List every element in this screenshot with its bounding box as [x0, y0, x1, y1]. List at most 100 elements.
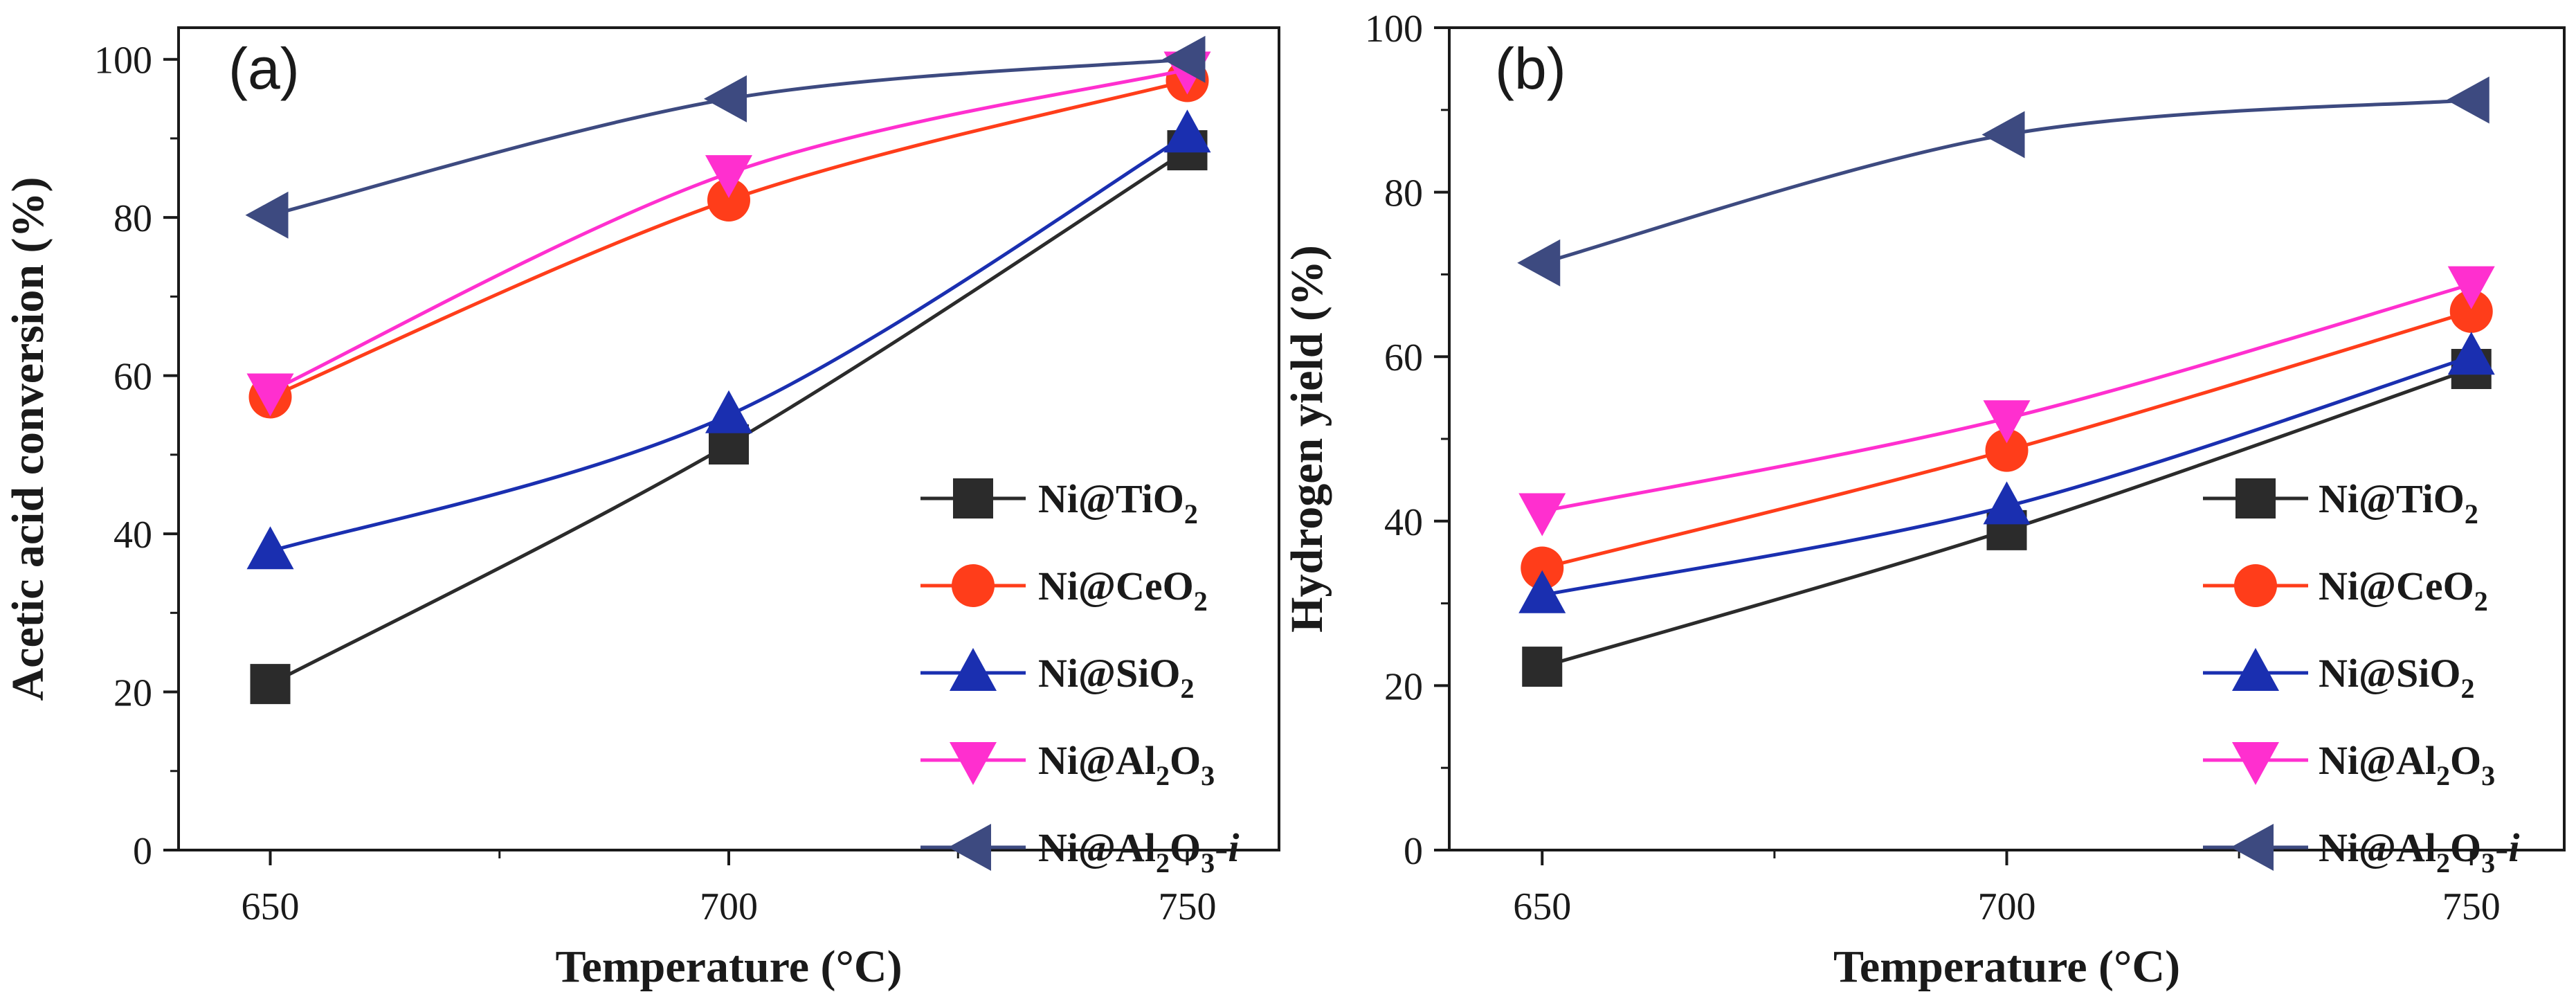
legend-marker-al	[950, 742, 997, 785]
data-point-ali-750	[1162, 35, 1206, 83]
data-point-ce-750	[2449, 289, 2493, 333]
legend-italic-suffix: i	[1228, 825, 1239, 870]
legend-marker-si	[950, 648, 997, 691]
series-ce	[248, 59, 1209, 419]
data-point-si-700	[705, 390, 752, 433]
legend-label-ti: Ni@TiO2	[2319, 476, 2478, 530]
panel-label: (b)	[1495, 36, 1566, 101]
series-ce	[1521, 289, 2493, 590]
legend-marker-ali	[948, 824, 991, 871]
legend-marker-si	[2232, 648, 2279, 691]
legend-item-si: Ni@SiO2	[2203, 648, 2474, 704]
series-al	[1518, 266, 2495, 536]
legend-subscript: 2	[2465, 498, 2478, 530]
data-point-ce-700	[707, 179, 750, 222]
series-ali	[245, 35, 1206, 239]
data-point-ali-750	[2446, 76, 2489, 124]
legend-item-ti: Ni@TiO2	[920, 476, 1198, 530]
legend-label-ce: Ni@CeO2	[2319, 563, 2488, 617]
legend-item-ti: Ni@TiO2	[2203, 476, 2478, 530]
y-tick-label: 60	[114, 356, 152, 399]
data-point-si-750	[2447, 332, 2495, 375]
legend-marker-ali	[2231, 824, 2274, 871]
legend-subscript: 2	[2474, 586, 2488, 617]
legend-item-al: Ni@Al2O3	[2203, 738, 2495, 791]
y-tick-label: 80	[114, 197, 152, 240]
y-tick-label: 20	[114, 672, 152, 715]
legend-item-ali: Ni@Al2O3-i	[920, 824, 1240, 878]
panel-label: (a)	[228, 36, 300, 101]
data-point-ce-650	[1521, 546, 1564, 590]
legend-marker-ce	[952, 564, 995, 607]
x-tick-label: 650	[1513, 885, 1571, 928]
legend-subscript: 2	[1194, 586, 1208, 617]
y-tick-label: 80	[1384, 172, 1423, 215]
legend-marker-ce	[2234, 564, 2277, 607]
legend-subscript: 2	[1156, 760, 1170, 791]
legend-subscript: 3	[2481, 760, 2495, 791]
data-point-ali-700	[1981, 111, 2025, 159]
chart-panel-b: 650 700 750 0 20 40 60 80 100 Temperature (°C) Hyd…	[1282, 8, 2566, 992]
legend-item-al: Ni@Al2O3	[920, 738, 1215, 791]
data-point-al-750	[2447, 266, 2495, 309]
data-point-si-650	[246, 526, 294, 570]
series-si	[1518, 332, 2495, 613]
x-tick-label: 750	[2442, 885, 2501, 928]
series-ali	[1517, 76, 2489, 287]
legend-text-part: -	[1215, 825, 1228, 870]
legend-label-si: Ni@SiO2	[2319, 651, 2474, 704]
y-tick-label: 100	[94, 39, 152, 82]
legend-label-ti: Ni@TiO2	[1038, 476, 1198, 530]
data-point-al-700	[705, 155, 752, 199]
data-point-si-750	[1163, 109, 1211, 153]
legend-item-ce: Ni@CeO2	[2203, 563, 2488, 617]
legend-text-part: O	[2450, 825, 2481, 870]
y-axis-title: Acetic acid conversion (%)	[3, 177, 53, 701]
series-line-al	[269, 68, 1188, 393]
series-si	[246, 109, 1211, 570]
legend-text-part: Ni@SiO	[2319, 651, 2460, 696]
chart-panel-a: 650 700 750 0 20 40 60 80 100 Temperature (°C) Ace…	[3, 26, 1280, 992]
data-point-si-650	[1518, 570, 1566, 613]
legend-label-al: Ni@Al2O3	[1038, 738, 1215, 791]
legend-text-part: Ni@TiO	[2319, 476, 2465, 521]
legend-text-part: O	[1170, 825, 1201, 870]
data-point-ali-650	[245, 191, 289, 239]
data-point-ali-650	[1517, 239, 1561, 287]
legend-text-part: Ni@TiO	[1038, 476, 1184, 521]
legend-marker-ti	[953, 478, 993, 518]
legend-text-part: Ni@Al	[2319, 825, 2436, 870]
legend-subscript: 2	[1156, 847, 1170, 878]
legend-item-si: Ni@SiO2	[920, 648, 1194, 704]
legend-italic-suffix: i	[2508, 825, 2519, 870]
legend-subscript: 3	[2481, 847, 2495, 878]
y-tick-label: 100	[1365, 8, 1423, 51]
data-point-si-700	[1983, 481, 2031, 525]
x-axis-title: Temperature (°C)	[1833, 941, 2180, 992]
x-tick-label: 650	[242, 885, 300, 928]
legend-label-al: Ni@Al2O3	[2319, 738, 2495, 791]
legend-subscript: 2	[2436, 847, 2450, 878]
legend-text-part: Ni@Al	[1038, 738, 1156, 783]
legend-text-part: O	[2450, 738, 2481, 783]
legend-subscript: 2	[1184, 498, 1198, 530]
y-tick-label: 0	[1404, 830, 1423, 873]
data-point-ti-650	[1522, 647, 1563, 687]
legend-marker-ti	[2235, 478, 2276, 518]
data-point-al-700	[1983, 400, 2031, 444]
data-point-ti-650	[250, 664, 291, 705]
legend-item-ali: Ni@Al2O3-i	[2203, 824, 2520, 878]
legend-label-ali: Ni@Al2O3-i	[1038, 825, 1240, 878]
legend-text-part: Ni@SiO	[1038, 651, 1180, 696]
data-point-ali-700	[704, 75, 747, 123]
y-axis-title: Hydrogen yield (%)	[1282, 245, 1332, 633]
legend-marker-al	[2232, 742, 2279, 785]
legend-subscript: 2	[2460, 673, 2474, 704]
legend-text-part: Ni@CeO	[1038, 563, 1194, 608]
legend-item-ce: Ni@CeO2	[920, 563, 1208, 617]
legend-text-part: Ni@Al	[2319, 738, 2436, 783]
legend-label-ce: Ni@CeO2	[1038, 563, 1208, 617]
legend-subscript: 3	[1201, 847, 1215, 878]
data-point-al-650	[246, 373, 294, 417]
